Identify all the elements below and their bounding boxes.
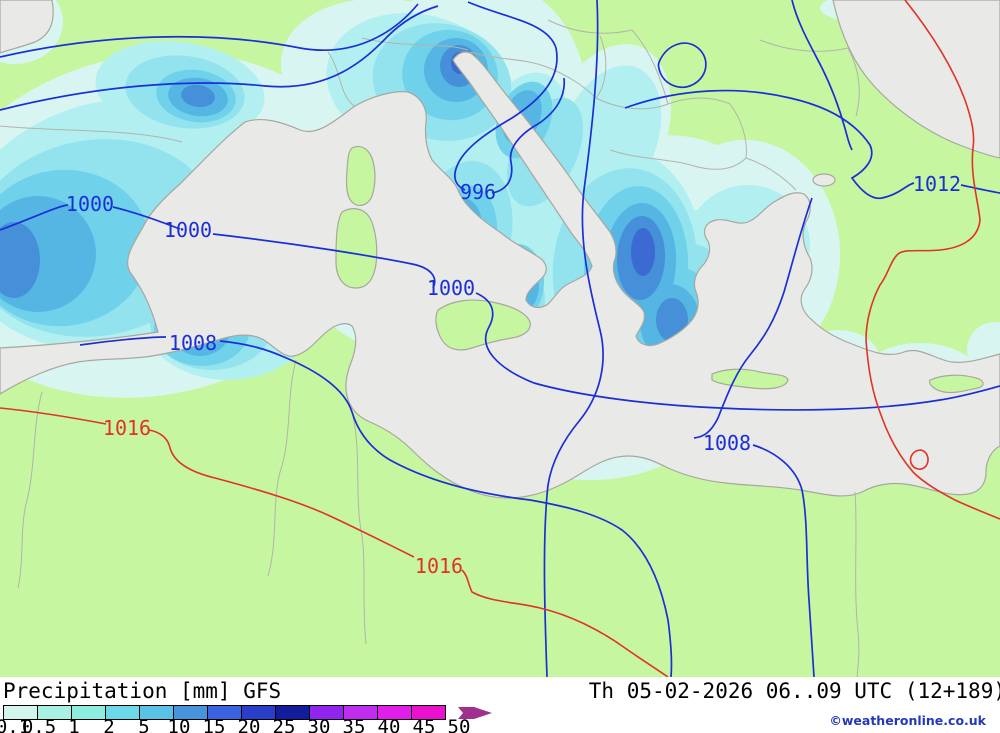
isobar-label: 1008 <box>169 331 217 355</box>
precip-area <box>0 222 40 298</box>
isobar-label: 1012 <box>913 172 961 196</box>
precip-area <box>631 228 655 276</box>
isobar-label: 996 <box>460 180 496 204</box>
isobar-label: 1016 <box>415 554 463 578</box>
border-layer <box>0 19 860 678</box>
legend-tick-label: 35 <box>342 716 366 733</box>
isobar-label: 1000 <box>427 276 475 300</box>
legend-tick-label: 40 <box>377 716 401 733</box>
precipitation-map: 1000 1000 996 1000 1008 1008 1012 1016 1016 <box>0 0 1000 678</box>
legend-tick-label: 1 <box>68 716 80 733</box>
legend-tick-label: 2 <box>103 716 115 733</box>
footer-bar: Precipitation [mm] GFS Th 05-02-2026 06.… <box>0 677 1000 733</box>
legend-tick-label: 25 <box>272 716 296 733</box>
legend-colorbar <box>3 705 446 720</box>
isobar-label: 1000 <box>164 218 212 242</box>
legend-segment <box>411 705 446 720</box>
legend-tick-label: 15 <box>202 716 226 733</box>
isobar-label: 1016 <box>103 416 151 440</box>
copyright-label: ©weatheronline.co.uk <box>829 713 986 728</box>
isobar-layer <box>0 0 1000 678</box>
legend-tick-label: 5 <box>138 716 150 733</box>
legend-tick-label: 0.1 <box>0 716 31 733</box>
map-canvas: 1000 1000 996 1000 1008 1008 1012 1016 1016 <box>0 0 1000 678</box>
map-title: Precipitation [mm] GFS <box>3 679 282 703</box>
legend-tick-label: 45 <box>412 716 436 733</box>
legend-tick-label: 0.5 <box>21 716 57 733</box>
precip-area <box>181 84 215 108</box>
isobar-label: 1000 <box>66 192 114 216</box>
legend-tick-label: 10 <box>167 716 191 733</box>
legend-tick-label: 30 <box>307 716 331 733</box>
legend-tick-label: 20 <box>237 716 261 733</box>
legend-tick-label: 50 <box>447 716 471 733</box>
isobar-label: 1008 <box>703 431 751 455</box>
legend-overflow-arrow-icon <box>458 707 492 719</box>
isobar-label-layer: 1000 1000 996 1000 1008 1008 1012 1016 1016 <box>66 172 961 578</box>
valid-time-label: Th 05-02-2026 06..09 UTC (12+189) <box>588 679 1000 703</box>
